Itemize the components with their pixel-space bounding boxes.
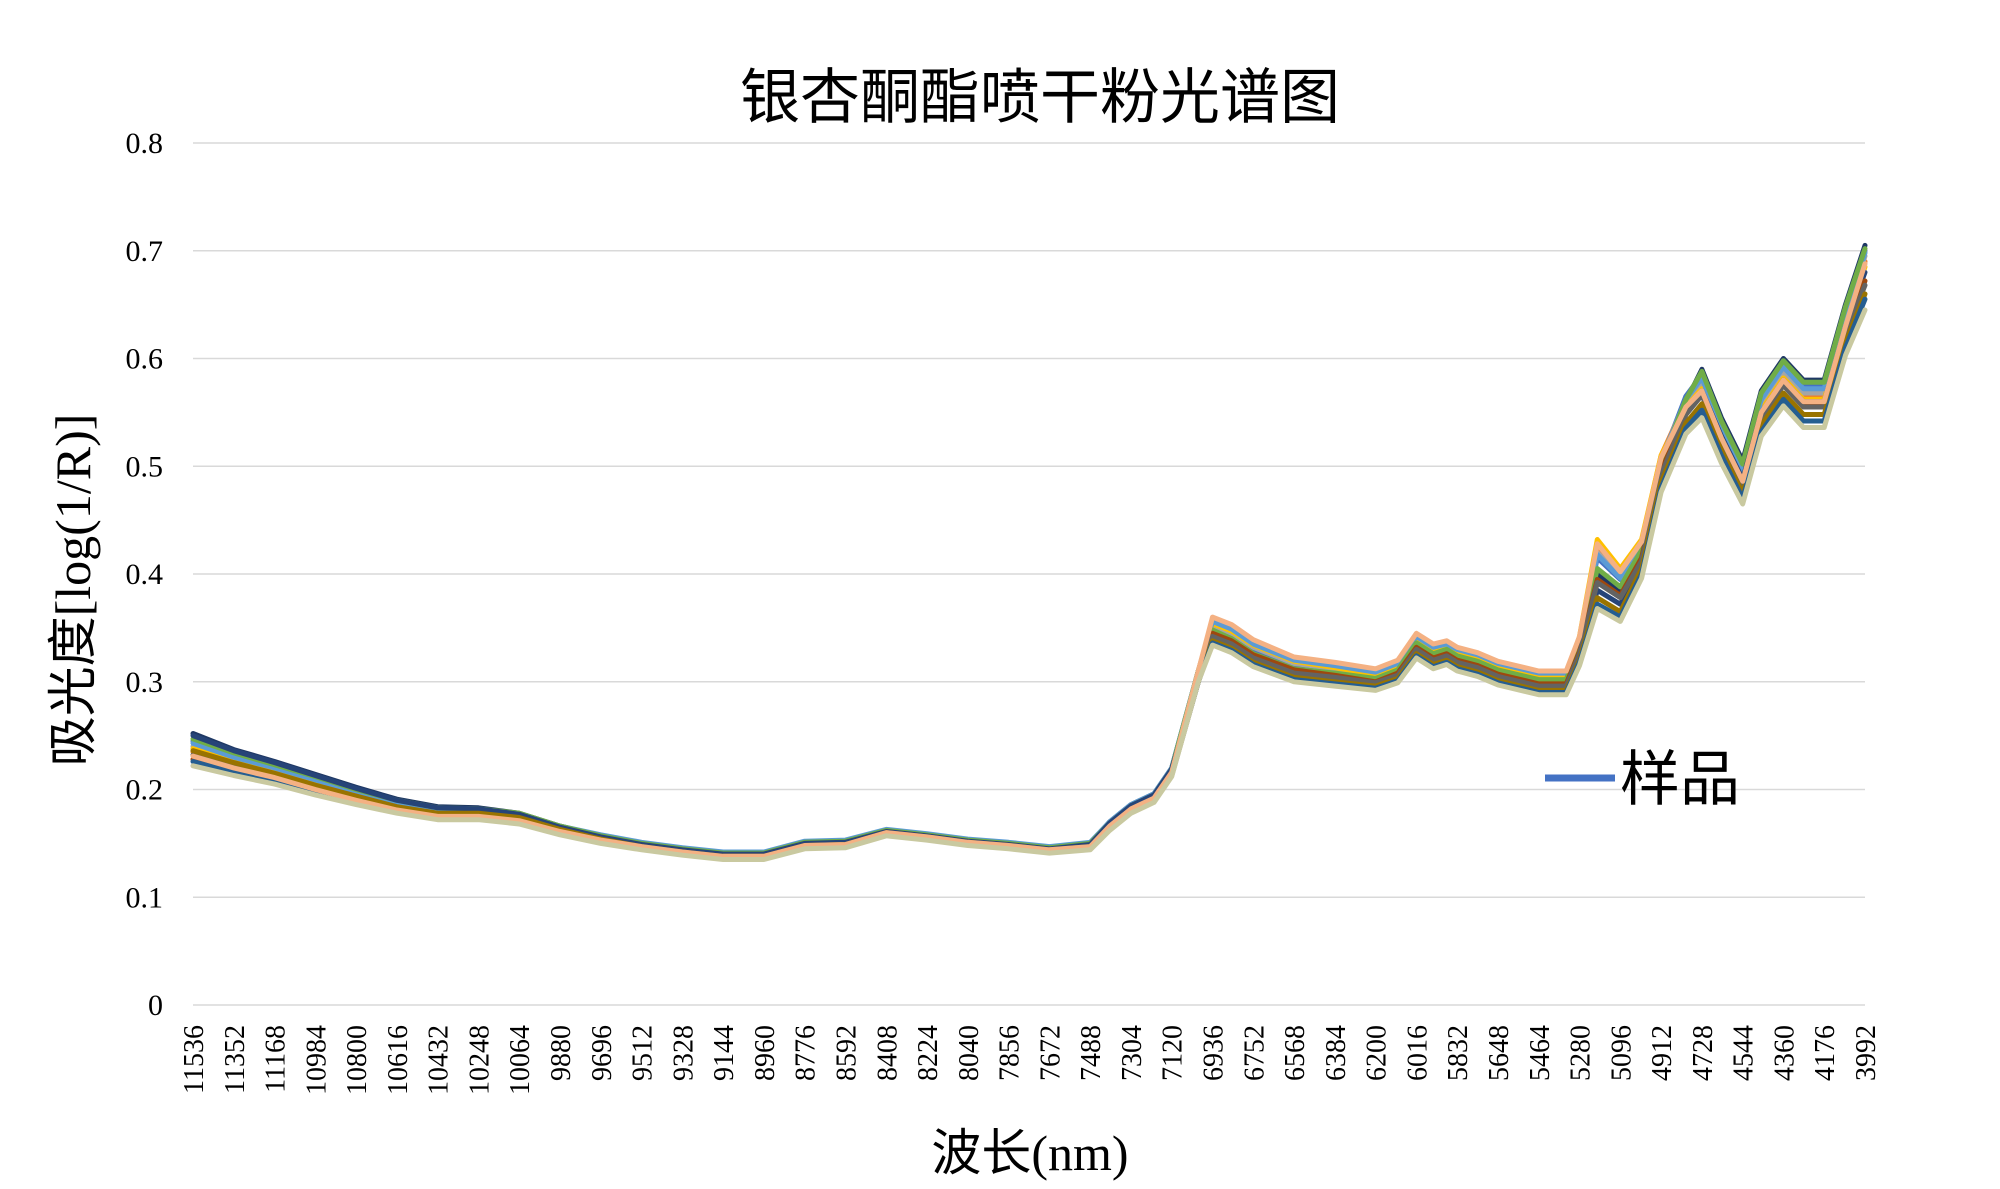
x-tick-label: 6384 [1321,1025,1352,1081]
x-tick-label: 4912 [1647,1025,1678,1081]
x-tick-label: 4360 [1769,1025,1800,1081]
y-tick-label: 0.3 [126,666,164,699]
x-tick-label: 10800 [342,1025,373,1095]
x-tick-label: 9328 [668,1025,699,1081]
x-tick-label: 10984 [301,1025,332,1095]
legend: 样品 [1545,745,1740,815]
x-tick-label: 6936 [1199,1025,1230,1081]
series-lines [190,242,1868,862]
x-tick-label: 4728 [1688,1025,1719,1081]
x-tick-label: 6200 [1362,1025,1393,1081]
x-tick-label: 8960 [750,1025,781,1081]
x-tick-label: 5832 [1443,1025,1474,1081]
x-tick-label: 4544 [1729,1025,1760,1081]
y-tick-label: 0 [148,989,163,1022]
chart-title: 银杏酮酯喷干粉光谱图 [740,63,1340,133]
x-tick-label: 8224 [913,1025,944,1081]
legend-label: 样品 [1620,745,1740,815]
y-axis-label: 吸光度[log(1/R)] [45,414,101,767]
x-tick-label: 5464 [1525,1025,1556,1081]
x-tick-label: 6568 [1280,1025,1311,1081]
y-tick-label: 0.1 [126,881,164,914]
y-tick-labels: 0 0.1 0.2 0.3 0.4 0.5 0.6 0.7 0.8 [126,127,164,1022]
x-tick-label: 7120 [1158,1025,1189,1081]
x-tick-label: 3992 [1851,1025,1882,1081]
x-tick-label: 8408 [872,1025,903,1081]
x-tick-label: 11352 [220,1025,251,1094]
series-line-5 [190,250,1868,855]
x-tick-label: 7488 [1076,1025,1107,1081]
x-axis-label: 波长(nm) [931,1125,1128,1181]
x-tick-label: 7304 [1117,1025,1148,1081]
y-tick-label: 0.5 [126,450,164,483]
x-tick-label: 7856 [995,1025,1026,1081]
x-tick-label: 6752 [1239,1025,1270,1081]
series-line-3 [190,253,1868,858]
x-tick-label: 9880 [546,1025,577,1081]
series-line-1 [190,248,1868,857]
x-tick-label: 7672 [1035,1025,1066,1081]
x-tick-label: 8776 [791,1025,822,1081]
x-tick-label: 10064 [505,1025,536,1095]
x-tick-label: 5280 [1566,1025,1597,1081]
x-tick-label: 5096 [1606,1025,1637,1081]
x-tick-label: 8040 [954,1025,985,1081]
series-line-12 [190,261,1868,859]
series-line-0 [190,242,1868,856]
x-tick-label: 5648 [1484,1025,1515,1081]
x-tick-label: 6016 [1402,1025,1433,1081]
y-tick-label: 0.2 [126,774,164,807]
gridlines [193,142,1865,1006]
x-tick-label: 8592 [831,1025,862,1081]
x-tick-label: 10248 [464,1025,495,1095]
series-line-6 [190,246,1868,856]
x-tick-label: 9144 [709,1025,740,1081]
x-tick-label: 9512 [628,1025,659,1081]
x-tick-label: 4176 [1810,1025,1841,1081]
y-tick-label: 0.6 [126,343,164,376]
y-tick-label: 0.4 [126,558,164,591]
x-tick-label: 9696 [587,1025,618,1081]
y-tick-label: 0.7 [126,235,164,268]
x-tick-label: 10616 [383,1025,414,1095]
series-line-13 [190,307,1868,862]
x-tick-labels: 11536 11352 11168 10984 10800 10616 10432 10248… [179,1025,1882,1095]
y-tick-label: 0.8 [126,127,164,160]
x-tick-label: 11168 [261,1025,292,1093]
x-tick-label: 10432 [424,1025,455,1095]
x-tick-label: 11536 [179,1025,210,1094]
